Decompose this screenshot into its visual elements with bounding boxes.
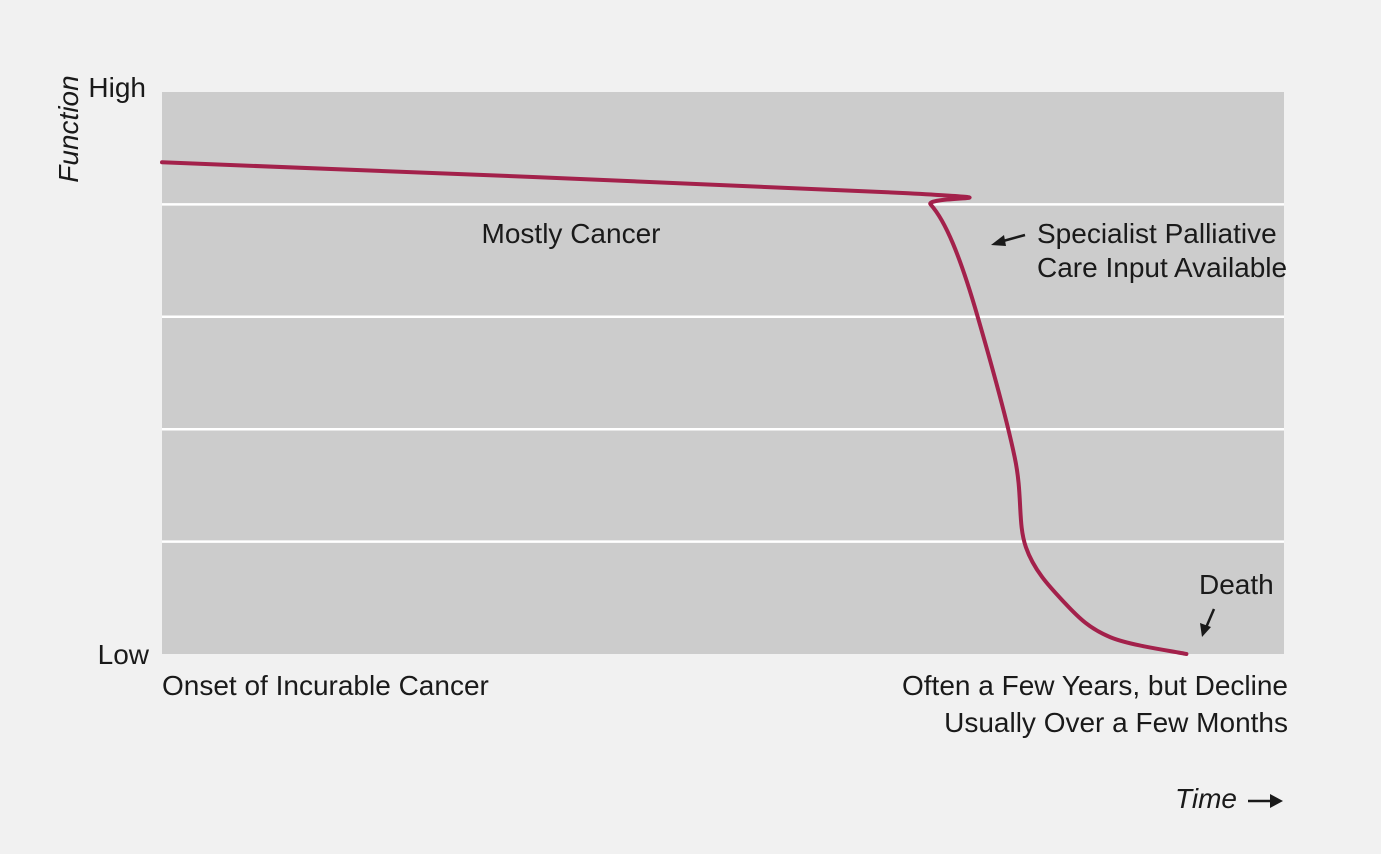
annotation-palliative-line2: Care Input Available [1037, 252, 1287, 283]
x-label-end-line2: Usually Over a Few Months [944, 707, 1288, 738]
y-tick-high: High [88, 72, 146, 103]
annotation-death-label: Death [1199, 569, 1274, 600]
series-line-mostly-cancer [160, 160, 1189, 656]
gridlines [162, 203, 1284, 543]
y-tick-low: Low [98, 639, 150, 670]
y-axis-label: Function [53, 75, 84, 182]
annotation-palliative: Specialist Palliative Care Input Availab… [991, 218, 1287, 283]
right-arrow-icon [1248, 794, 1283, 808]
annotation-palliative-line1: Specialist Palliative [1037, 218, 1277, 249]
annotation-death: Death [1199, 569, 1274, 637]
series-label-mostly-cancer: Mostly Cancer [482, 218, 661, 249]
plot-area [162, 92, 1284, 654]
arrow-icon [991, 233, 1026, 246]
x-axis-label: Time [1175, 783, 1237, 814]
x-label-start: Onset of Incurable Cancer [162, 670, 489, 701]
x-label-end-line1: Often a Few Years, but Decline [902, 670, 1288, 701]
arrow-icon [1200, 608, 1216, 637]
